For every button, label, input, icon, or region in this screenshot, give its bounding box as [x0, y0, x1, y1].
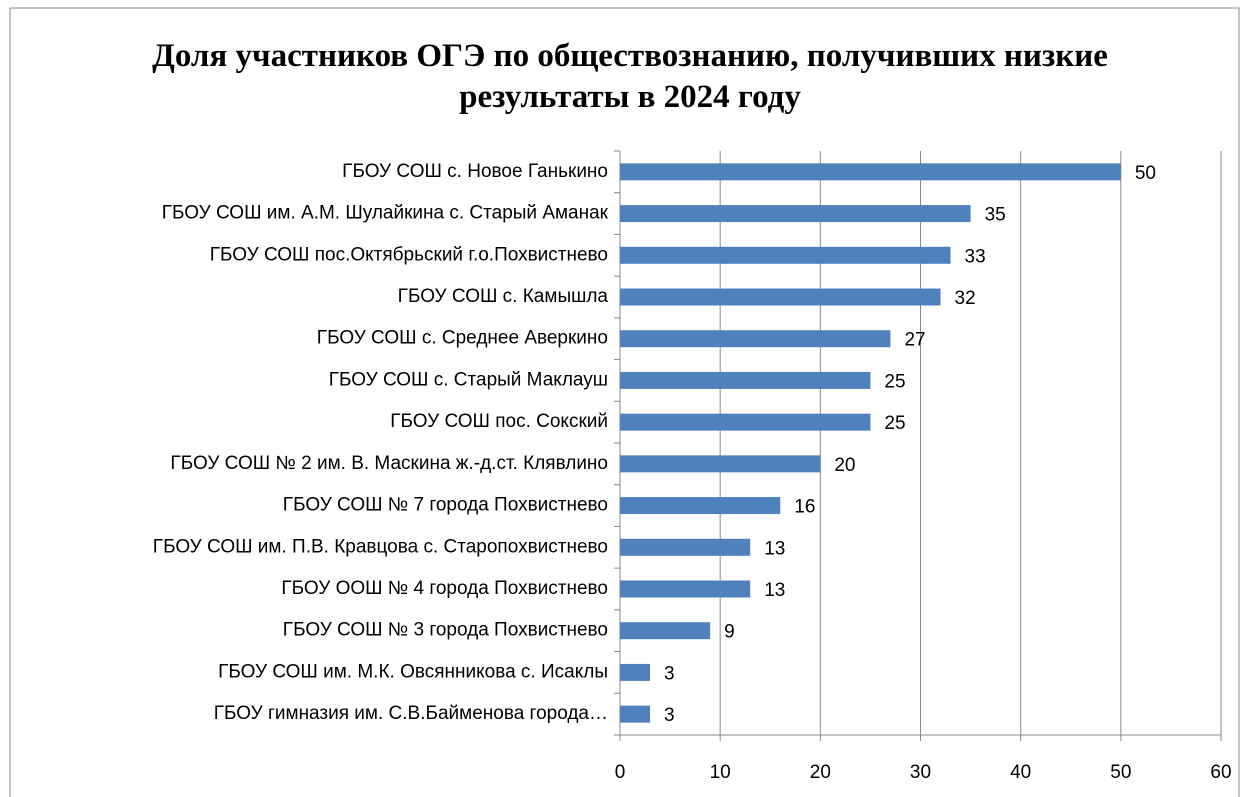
- bar: [620, 413, 871, 431]
- y-tick-label: ГБОУ СОШ № 3 города Похвистнево: [283, 620, 608, 641]
- data-label: 9: [724, 622, 735, 643]
- data-label: 13: [764, 580, 785, 601]
- y-tick-label: ГБОУ СОШ им. А.М. Шулайкина с. Старый Ам…: [162, 203, 609, 224]
- bar: [620, 705, 651, 723]
- bar: [620, 246, 951, 264]
- bar: [620, 288, 941, 306]
- x-tick-label: 50: [1110, 762, 1131, 783]
- x-tick-label: 20: [810, 762, 831, 783]
- bar: [620, 663, 651, 681]
- data-label: 27: [904, 330, 925, 351]
- bar: [620, 622, 711, 640]
- data-label: 20: [834, 455, 855, 476]
- y-tick-label: ГБОУ СОШ с. Камышла: [398, 286, 609, 307]
- data-label: 3: [664, 663, 675, 684]
- y-tick-label: ГБОУ ООШ № 4 города Похвистнево: [281, 578, 608, 599]
- data-label: 35: [985, 205, 1006, 226]
- y-tick-label: ГБОУ СОШ с. Среднее Аверкино: [317, 328, 608, 349]
- data-label: 25: [884, 413, 905, 434]
- y-tick-label: ГБОУ СОШ пос. Сокский: [390, 411, 608, 432]
- y-tick-label: ГБОУ СОШ пос.Октябрьский г.о.Похвистнево: [210, 244, 608, 265]
- y-tick-label: ГБОУ СОШ № 7 города Похвистнево: [283, 495, 608, 516]
- bar: [620, 163, 1121, 181]
- bar: [620, 580, 751, 598]
- x-tick-label: 30: [910, 762, 931, 783]
- chart-border: [9, 7, 1240, 797]
- y-tick-label: ГБОУ СОШ им. М.К. Овсянникова с. Исаклы: [218, 661, 608, 682]
- x-tick-label: 0: [615, 762, 626, 783]
- data-label: 33: [965, 246, 986, 267]
- bar: [620, 455, 821, 473]
- bar: [620, 330, 891, 348]
- data-label: 3: [664, 705, 675, 726]
- data-label: 32: [955, 288, 976, 309]
- x-tick-label: 40: [1010, 762, 1031, 783]
- x-tick-label: 10: [710, 762, 731, 783]
- bar: [620, 371, 871, 389]
- y-tick-label: ГБОУ гимназия им. С.В.Байменова города…: [214, 703, 608, 724]
- y-tick-label: ГБОУ СОШ с. Старый Маклауш: [329, 369, 608, 390]
- data-label: 16: [794, 497, 815, 518]
- bar: [620, 497, 781, 515]
- y-tick-label: ГБОУ СОШ им. П.В. Кравцова с. Старопохви…: [153, 536, 608, 557]
- y-tick-label: ГБОУ СОШ № 2 им. В. Маскина ж.-д.ст. Кля…: [170, 453, 608, 474]
- bar: [620, 205, 971, 223]
- data-label: 25: [884, 371, 905, 392]
- y-tick-label: ГБОУ СОШ с. Новое Ганькино: [342, 161, 608, 182]
- chart-title: Доля участников ОГЭ по обществознанию, п…: [152, 38, 1108, 115]
- x-tick-label: 60: [1210, 762, 1231, 783]
- bar: [620, 538, 751, 556]
- data-label: 50: [1135, 163, 1156, 184]
- data-label: 13: [764, 538, 785, 559]
